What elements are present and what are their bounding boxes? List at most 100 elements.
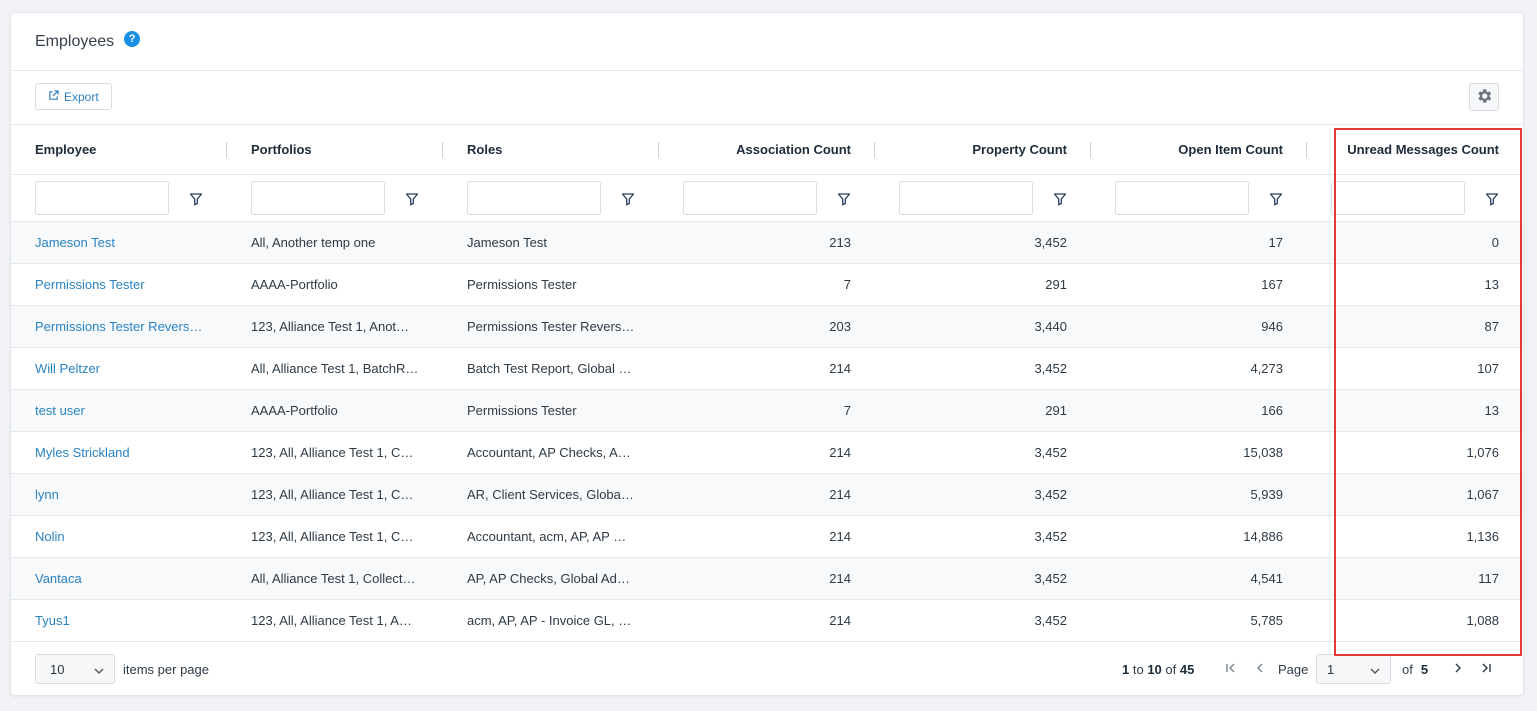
toolbar: Export — [11, 71, 1523, 125]
cell-portfolios: AAAA-Portfolio — [251, 403, 338, 418]
cell-portfolios: All, Alliance Test 1, BatchR… — [251, 361, 419, 376]
cell-roles: AR, Client Services, Global… — [467, 487, 635, 502]
total-pages: of 5 — [1402, 662, 1429, 677]
cell-property-count: 3,452 — [1034, 235, 1067, 250]
employee-link[interactable]: Permissions Tester — [35, 277, 145, 292]
filter-icon[interactable] — [621, 192, 635, 206]
filter-icon[interactable] — [1485, 192, 1499, 206]
employee-link[interactable]: Will Peltzer — [35, 361, 101, 376]
table-row[interactable]: lynn 123, All, Alliance Test 1, C… AR, Cli… — [11, 474, 1523, 516]
employee-link[interactable]: Myles Strickland — [35, 445, 130, 460]
cell-association-count: 7 — [843, 277, 851, 292]
table-row[interactable]: Myles Strickland 123, All, Alliance Test … — [11, 432, 1523, 474]
cell-portfolios: 123, Alliance Test 1, Anot… — [251, 319, 410, 334]
cell-roles: Accountant, acm, AP, AP … — [467, 529, 627, 544]
cell-association-count: 7 — [843, 403, 851, 418]
page-number-select[interactable]: 1 — [1316, 654, 1391, 684]
export-button[interactable]: Export — [35, 83, 112, 110]
next-page-icon[interactable] — [1452, 662, 1464, 677]
employee-link[interactable]: Permissions Tester Revers… — [35, 319, 203, 334]
page-title: Employees — [35, 32, 115, 50]
first-page-icon[interactable] — [1225, 662, 1237, 677]
help-icon[interactable]: ? — [124, 30, 141, 47]
employee-link[interactable]: Nolin — [35, 529, 65, 544]
employee-link[interactable]: Tyus1 — [35, 613, 70, 628]
filter-input-association-count[interactable] — [683, 181, 817, 215]
cell-property-count: 3,452 — [1034, 487, 1067, 502]
filter-input-portfolios[interactable] — [251, 181, 385, 215]
table-row[interactable]: Vantaca All, Alliance Test 1, Collect… AP,… — [11, 558, 1523, 600]
table-row[interactable]: test user AAAA-Portfolio Permissions Teste… — [11, 390, 1523, 432]
cell-property-count: 3,452 — [1034, 571, 1067, 586]
cell-portfolios: 123, All, Alliance Test 1, C… — [251, 487, 414, 502]
page-size-select[interactable]: 10 — [35, 654, 115, 684]
cell-unread-messages-count: 87 — [1484, 319, 1499, 334]
cell-portfolios: 123, All, Alliance Test 1, C… — [251, 529, 414, 544]
filter-input-property-count[interactable] — [899, 181, 1033, 215]
filter-icon[interactable] — [189, 192, 203, 206]
page-label: Page — [1278, 662, 1309, 677]
table-row[interactable]: Permissions Tester Revers… 123, Alliance … — [11, 306, 1523, 348]
filter-cell-open-item-count — [1091, 175, 1307, 221]
export-label: Export — [64, 89, 99, 104]
cell-roles: Permissions Tester Revers… — [467, 319, 635, 334]
filter-input-open-item-count[interactable] — [1115, 181, 1249, 215]
filter-cell-portfolios — [227, 175, 443, 221]
previous-page-icon[interactable] — [1254, 662, 1266, 677]
filter-icon[interactable] — [1053, 192, 1067, 206]
employee-link[interactable]: test user — [35, 403, 85, 418]
filter-icon[interactable] — [405, 192, 419, 206]
chevron-down-icon — [94, 662, 104, 677]
employee-link[interactable]: Vantaca — [35, 571, 82, 586]
grid-header-row: Employee Portfolios Roles Association Co… — [11, 125, 1523, 175]
cell-unread-messages-count: 1,067 — [1466, 487, 1499, 502]
grid-body: Jameson Test All, Another temp one Jameson… — [11, 222, 1523, 642]
filter-input-unread-messages-count[interactable] — [1331, 181, 1465, 215]
filter-cell-property-count — [875, 175, 1091, 221]
filter-cell-association-count — [659, 175, 875, 221]
cell-open-item-count: 5,939 — [1250, 487, 1283, 502]
cell-property-count: 3,452 — [1034, 361, 1067, 376]
filter-icon[interactable] — [1269, 192, 1283, 206]
cell-unread-messages-count: 13 — [1484, 403, 1499, 418]
employee-link[interactable]: lynn — [35, 487, 59, 502]
cell-roles: AP, AP Checks, Global Ad… — [467, 571, 630, 586]
cell-property-count: 291 — [1045, 277, 1067, 292]
filter-input-roles[interactable] — [467, 181, 601, 215]
cell-property-count: 3,452 — [1034, 613, 1067, 628]
filter-cell-roles — [443, 175, 659, 221]
column-header-unread-messages-count[interactable]: Unread Messages Count — [1347, 142, 1499, 157]
cell-unread-messages-count: 117 — [1478, 571, 1499, 586]
table-row[interactable]: Will Peltzer All, Alliance Test 1, BatchR… — [11, 348, 1523, 390]
filter-icon[interactable] — [837, 192, 851, 206]
card-header: Employees ? — [11, 13, 1523, 71]
employee-link[interactable]: Jameson Test — [35, 235, 115, 250]
chevron-down-icon — [1370, 662, 1380, 677]
filter-input-employee[interactable] — [35, 181, 169, 215]
cell-open-item-count: 15,038 — [1243, 445, 1283, 460]
last-page-icon[interactable] — [1480, 662, 1492, 677]
table-row[interactable]: Jameson Test All, Another temp one Jameson… — [11, 222, 1523, 264]
filter-cell-unread-messages-count — [1307, 175, 1523, 221]
settings-button[interactable] — [1469, 83, 1499, 111]
cell-roles: Permissions Tester — [467, 403, 577, 418]
pager: 10 items per page 1 to 10 of 45 Page 1 o… — [11, 642, 1523, 696]
cell-association-count: 203 — [829, 319, 851, 334]
cell-association-count: 213 — [829, 235, 851, 250]
table-row[interactable]: Permissions Tester AAAA-Portfolio Permissi… — [11, 264, 1523, 306]
grid-filter-row — [11, 175, 1523, 222]
cell-open-item-count: 17 — [1268, 235, 1283, 250]
column-header-open-item-count[interactable]: Open Item Count — [1091, 125, 1307, 174]
cell-property-count: 3,452 — [1034, 529, 1067, 544]
cell-portfolios: 123, All, Alliance Test 1, C… — [251, 445, 414, 460]
cell-portfolios: AAAA-Portfolio — [251, 277, 338, 292]
column-header-association-count[interactable]: Association Count — [659, 125, 875, 174]
column-header-roles[interactable]: Roles — [443, 125, 659, 174]
cell-portfolios: All, Alliance Test 1, Collect… — [251, 571, 416, 586]
table-row[interactable]: Nolin 123, All, Alliance Test 1, C… Accoun… — [11, 516, 1523, 558]
column-header-employee[interactable]: Employee — [11, 125, 227, 174]
column-header-portfolios[interactable]: Portfolios — [227, 125, 443, 174]
column-header-property-count[interactable]: Property Count — [875, 125, 1091, 174]
table-row[interactable]: Tyus1 123, All, Alliance Test 1, A… acm, A… — [11, 600, 1523, 642]
cell-roles: Permissions Tester — [467, 277, 577, 292]
